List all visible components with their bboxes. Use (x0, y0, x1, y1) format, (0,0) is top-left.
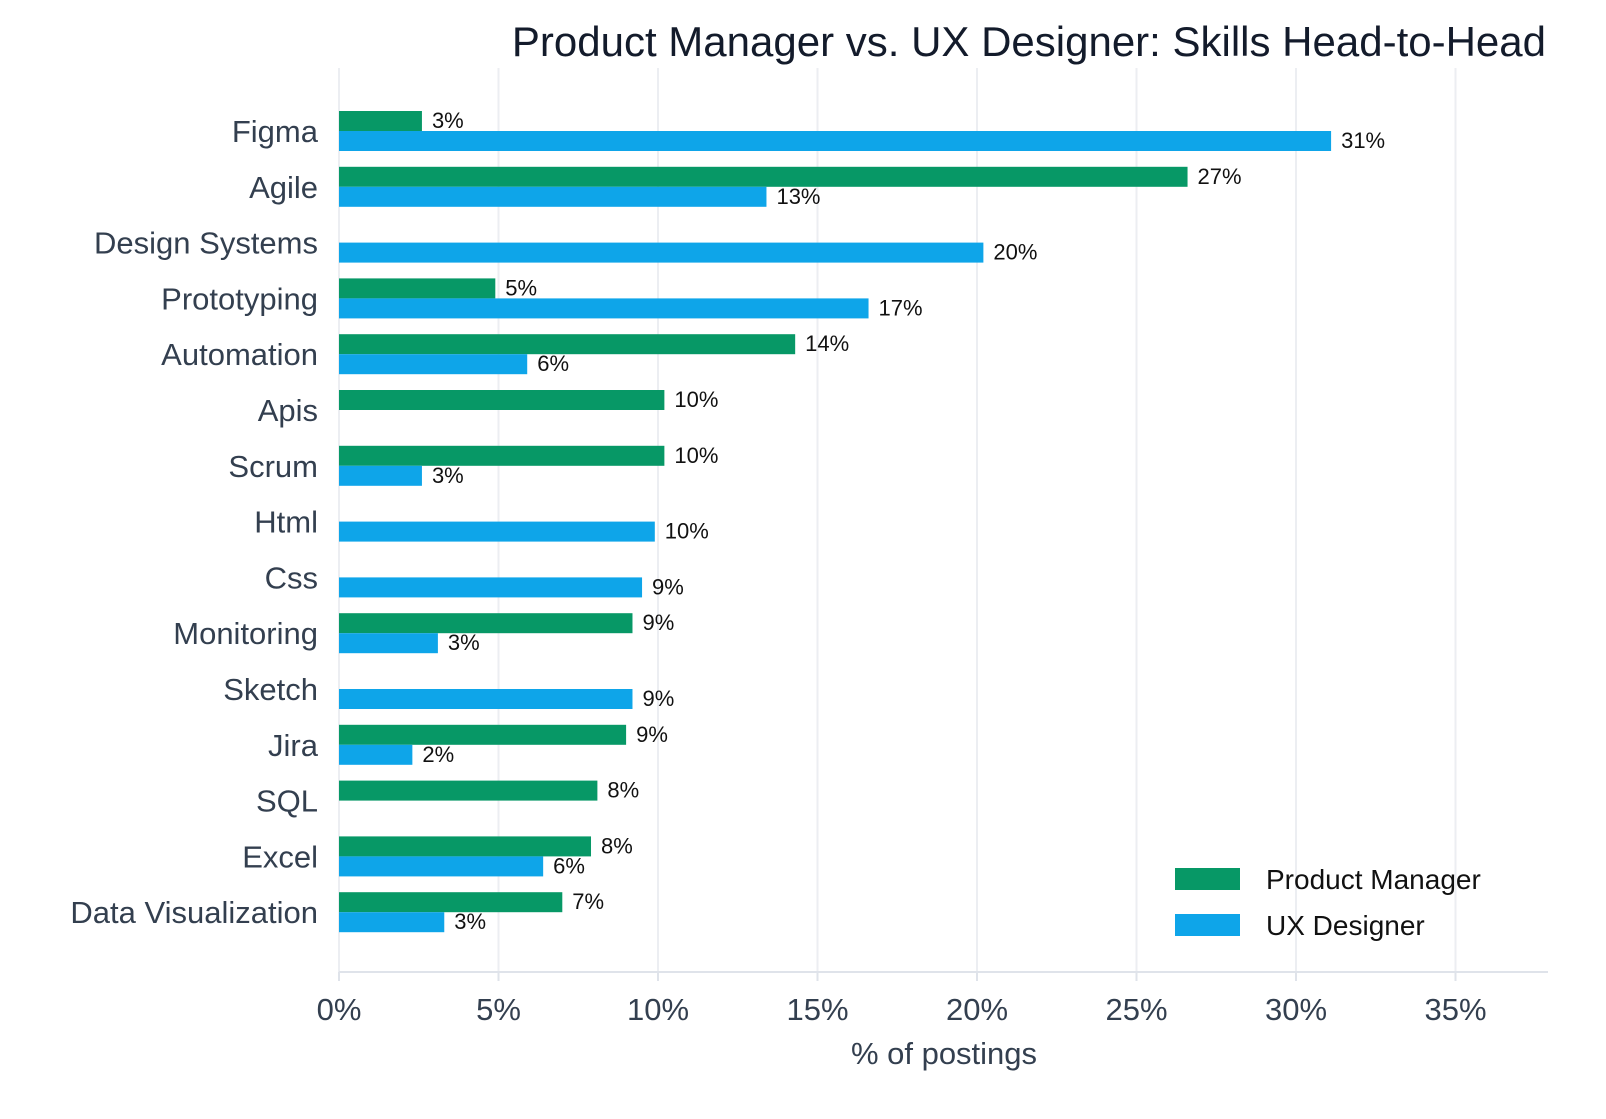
data-label: 10% (674, 443, 718, 468)
bar-ux-designer (339, 465, 422, 486)
category-labels: Figma Agile Design Systems Prototyping Autom… (70, 114, 318, 930)
data-label: 8% (607, 778, 639, 803)
data-label: 5% (505, 275, 537, 300)
data-label: 3% (454, 909, 486, 934)
category-label: Css (265, 560, 318, 595)
data-label: 14% (805, 331, 849, 356)
bar-product-manager (339, 334, 796, 355)
bar-ux-designer (339, 242, 984, 263)
data-label: 13% (776, 184, 820, 209)
data-label: 3% (448, 630, 480, 655)
category-label: Apis (258, 393, 318, 428)
data-label: 17% (879, 295, 923, 320)
bar-product-manager (339, 836, 592, 857)
category-label: Excel (242, 839, 318, 874)
x-tick-label: 15% (786, 992, 848, 1027)
x-axis-ticks: 0% 5% 10% 15% 20% 25% 30% 35% (317, 972, 1487, 1027)
category-label: Automation (161, 337, 318, 372)
bar-ux-designer (339, 577, 643, 598)
data-label: 20% (993, 240, 1037, 265)
category-label: Html (254, 505, 318, 540)
bar-ux-designer (339, 856, 544, 877)
x-tick-label: 20% (946, 992, 1008, 1027)
data-label: 3% (432, 108, 464, 133)
category-label: Agile (249, 170, 318, 205)
data-label: 10% (674, 387, 718, 412)
category-label: Scrum (228, 449, 318, 484)
bar-ux-designer (339, 633, 438, 654)
category-label: Sketch (223, 672, 318, 707)
bar-product-manager (339, 111, 422, 131)
data-label: 8% (601, 833, 633, 858)
data-label: 6% (553, 853, 585, 878)
data-label: 10% (665, 519, 709, 544)
x-tick-label: 35% (1424, 992, 1486, 1027)
bar-ux-designer (339, 521, 655, 542)
data-label: 9% (642, 610, 674, 635)
bar-ux-designer (339, 744, 413, 765)
x-tick-label: 10% (627, 992, 689, 1027)
data-label: 3% (432, 463, 464, 488)
x-axis-title: % of postings (851, 1036, 1037, 1071)
category-label: Jira (268, 728, 319, 763)
chart-title: Product Manager vs. UX Designer: Skills … (512, 18, 1546, 65)
category-label: Figma (232, 114, 319, 149)
bar-product-manager (339, 780, 598, 801)
bar-ux-designer (339, 131, 1332, 151)
data-label: 2% (422, 742, 454, 767)
legend: Product Manager UX Designer (1175, 864, 1481, 941)
data-label: 9% (642, 686, 674, 711)
bar-product-manager (339, 613, 633, 634)
legend-swatch (1175, 914, 1240, 936)
bar-product-manager (339, 724, 627, 745)
data-label: 9% (652, 574, 684, 599)
bar-product-manager (339, 445, 665, 466)
bars (339, 111, 1332, 933)
x-tick-label: 25% (1105, 992, 1167, 1027)
legend-swatch (1175, 868, 1240, 890)
bar-ux-designer (339, 912, 445, 933)
category-label: Data Visualization (70, 895, 318, 930)
bar-ux-designer (339, 354, 528, 375)
bar-product-manager (339, 166, 1188, 187)
data-label: 27% (1198, 164, 1242, 189)
bar-product-manager (339, 892, 563, 913)
data-label: 9% (636, 722, 668, 747)
bar-product-manager (339, 390, 665, 410)
data-labels: 3% 31% 27% 13% 20% 5% 17% 14% 6% 10% 10% 3% 10% 9% 9% 3… (422, 108, 1385, 934)
category-label: Design Systems (94, 226, 318, 261)
legend-label: UX Designer (1266, 910, 1425, 941)
bar-product-manager (339, 278, 496, 299)
bar-ux-designer (339, 689, 633, 709)
bar-ux-designer (339, 186, 767, 207)
data-label: 31% (1341, 128, 1385, 153)
gridlines (338, 68, 1457, 972)
x-tick-label: 0% (317, 992, 362, 1027)
category-label: SQL (256, 784, 318, 819)
bar-ux-designer (339, 298, 869, 319)
data-label: 6% (537, 351, 569, 376)
x-tick-label: 30% (1265, 992, 1327, 1027)
x-tick-label: 5% (476, 992, 521, 1027)
legend-label: Product Manager (1266, 864, 1481, 895)
data-label: 7% (572, 889, 604, 914)
category-label: Monitoring (173, 616, 318, 651)
category-label: Prototyping (161, 281, 318, 316)
